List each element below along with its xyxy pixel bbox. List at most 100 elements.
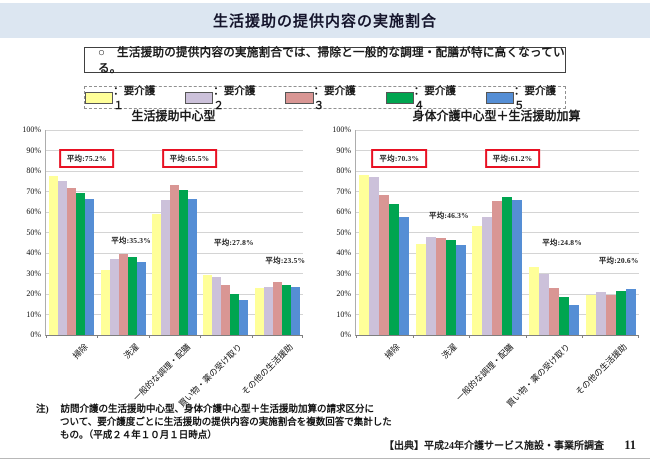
gridline (356, 170, 639, 172)
bar-group (200, 130, 251, 335)
bar-要介護1-その他の生活援助 (585, 295, 596, 335)
legend-label: ：要介護４ (413, 85, 456, 112)
average-annotation: 平均:24.8% (542, 237, 582, 247)
y-axis-tick-label: 50% (26, 227, 41, 237)
y-axis-tick-label: 60% (26, 207, 41, 216)
y-axis-tick-label: 100% (332, 125, 351, 134)
gridline (46, 129, 303, 131)
y-axis-tick-label: 70% (26, 186, 41, 196)
bar-要介護5-洗濯 (455, 244, 466, 335)
bar-要介護2-買い物・薬の受け取り (212, 276, 222, 335)
legend-item: ：要介護４ (385, 83, 465, 113)
average-annotation-boxed: 平均:65.5% (161, 148, 218, 168)
average-annotation: 平均:20.6% (598, 256, 639, 266)
legend-swatch-icon (385, 91, 414, 104)
legend-swatch-icon (485, 91, 515, 104)
bar-要介護4-掃除 (389, 203, 400, 335)
legend-swatch-icon (185, 91, 214, 104)
bar-要介護1-洗濯 (100, 270, 110, 335)
bar-要介護3-掃除 (67, 188, 77, 335)
bar-要介護1-一般的な調理・配膳 (472, 226, 483, 335)
bar-要介護1-一般的な調理・配膳 (151, 214, 161, 335)
bar-要介護5-その他の生活援助 (290, 286, 300, 335)
bar-要介護4-洗濯 (127, 257, 137, 335)
source-citation: 【出典】平成24年介護サービス施設・事業所調査 (384, 441, 604, 452)
bar-group (413, 130, 470, 335)
bar-要介護2-買い物・薬の受け取り (539, 273, 550, 335)
bar-要介護5-その他の生活援助 (625, 288, 636, 335)
y-axis-tick-label: 40% (336, 248, 351, 257)
x-axis-tick (526, 335, 527, 338)
bar-要介護1-買い物・薬の受け取り (529, 267, 540, 335)
y-axis-tick-label: 80% (26, 166, 41, 175)
average-annotation: 平均:46.3% (429, 211, 469, 221)
y-axis-tick-label: 100% (22, 125, 41, 134)
average-annotation-boxed: 平均:75.2% (58, 148, 115, 168)
legend-item: ：要介護２ (185, 83, 264, 113)
bar-要介護2-その他の生活援助 (595, 291, 606, 335)
bar-要介護3-一般的な調理・配膳 (492, 200, 503, 335)
gridline (46, 170, 303, 172)
plot-area: 平均:70.3% 掃除 平均:46.3% 洗濯 平均:61.2% 一般的な調理・配膳 平均:… (355, 129, 639, 409)
legend-label: ：要介護５ (514, 85, 557, 112)
legend-swatch-icon (285, 91, 314, 104)
bar-要介護3-掃除 (379, 194, 390, 335)
x-axis-tick (97, 335, 98, 338)
average-annotation: 平均:35.3% (111, 235, 151, 245)
bar-group (252, 130, 303, 335)
y-axis-tick-label: 0% (340, 330, 351, 339)
bar-要介護1-その他の生活援助 (254, 287, 264, 335)
bar-要介護4-買い物・薬の受け取り (559, 297, 570, 335)
bar-要介護4-その他の生活援助 (615, 290, 626, 335)
legend-label: ：要介護１ (113, 85, 156, 112)
y-axis-tick-label: 0% (30, 330, 41, 339)
chart-shintai-kaigo: 身体介護中心型＋生活援助加算 平均:70.3% 掃除 平均:46.3% 洗濯 平均:61.… (316, 103, 648, 409)
average-annotation: 平均:27.8% (214, 237, 254, 247)
callout-box: ○ 生活援助の提供内容の実施割合では、掃除と一般的な調理・配膳が特に高くなってい… (84, 47, 566, 75)
bar-group (46, 130, 97, 335)
x-axis-tick (413, 335, 414, 338)
y-axis-tick-label: 90% (336, 145, 351, 155)
bar-要介護1-買い物・薬の受け取り (203, 274, 213, 335)
bar-要介護1-掃除 (359, 175, 370, 335)
bar-要介護4-その他の生活援助 (281, 284, 291, 335)
bar-group (582, 130, 639, 335)
x-axis-category-label: 買い物・薬の受け取り (504, 341, 572, 409)
legend-item: ：要介護１ (85, 83, 164, 113)
bar-要介護2-一般的な調理・配膳 (160, 199, 170, 335)
title-band: 生活援助の提供内容の実施割合 (0, 3, 650, 38)
bar-要介護3-一般的な調理・配膳 (169, 185, 179, 335)
gridline (356, 129, 639, 131)
bar-要介護2-掃除 (58, 181, 68, 335)
average-annotation-boxed: 平均:70.3% (371, 148, 428, 168)
bar-要介護5-掃除 (85, 198, 95, 335)
y-axis-tick-label: 50% (336, 227, 351, 237)
y-axis-tick-label: 80% (336, 166, 351, 175)
x-axis-tick (200, 335, 201, 338)
x-axis-category-label: 洗濯 (121, 341, 141, 361)
bar-要介護1-洗濯 (415, 243, 426, 335)
gridline (356, 191, 639, 192)
legend: ：要介護１ ：要介護２ ：要介護３ ：要介護４ ：要介護５ (84, 86, 566, 112)
y-axis-tick-label: 30% (26, 268, 41, 278)
bar-要介護3-洗濯 (435, 237, 446, 335)
footnote-line: ついて、要介護度ごとに生活援助の提供内容の実施割合を複数回答で集計した (60, 418, 392, 429)
x-axis-tick (46, 335, 47, 338)
footnote-line: 注) 訪問介護の生活援助中心型、身体介護中心型＋生活援助加算の請求区分に (36, 405, 375, 415)
bar-要介護1-掃除 (49, 176, 59, 335)
y-axis-tick-label: 60% (336, 207, 351, 216)
x-axis-tick (582, 335, 583, 338)
bar-要介護4-掃除 (76, 192, 86, 335)
bar-要介護3-買い物・薬の受け取り (549, 287, 560, 335)
x-axis-tick (638, 335, 639, 338)
legend-label: ：要介護３ (313, 85, 356, 112)
bar-group (149, 130, 200, 335)
footnote: 注) 訪問介護の生活援助中心型、身体介護中心型＋生活援助加算の請求区分に ついて… (36, 404, 456, 443)
legend-item: ：要介護３ (285, 83, 364, 113)
bar-要介護5-掃除 (399, 217, 410, 335)
page-title: 生活援助の提供内容の実施割合 (212, 14, 437, 30)
average-annotation-boxed: 平均:61.2% (484, 148, 541, 168)
chart-title: 生活援助中心型 (131, 109, 216, 123)
y-axis-tick-label: 20% (336, 289, 351, 298)
